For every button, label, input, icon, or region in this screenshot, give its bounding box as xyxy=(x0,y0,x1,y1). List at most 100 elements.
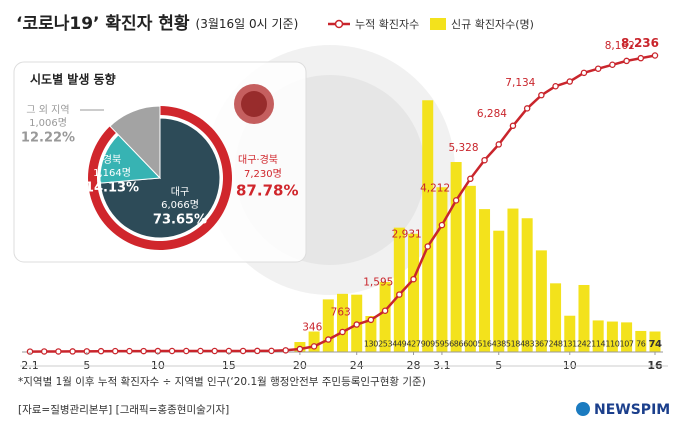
bar xyxy=(649,331,661,352)
line-point xyxy=(651,52,659,59)
line-point xyxy=(126,347,133,355)
line-value-label: 4,212 xyxy=(420,182,450,194)
bar xyxy=(337,293,348,352)
line-point xyxy=(367,316,375,324)
bar-value-label: 595 xyxy=(435,340,449,349)
line-point xyxy=(168,347,176,355)
bar-value-label: 76 xyxy=(636,340,646,349)
bar-value-label: 686 xyxy=(449,340,463,349)
slice-name: 대구 xyxy=(171,186,189,198)
title: ‘코로나19’ 확진자 현황 (3월16일 0시 기준) xyxy=(16,14,298,34)
line-point xyxy=(353,321,360,328)
bar-value-label: 449 xyxy=(392,340,406,349)
line-value-label: 7,134 xyxy=(505,77,535,89)
line-value-label: 8,236 xyxy=(621,36,659,50)
bar-value-label: 130 xyxy=(364,340,378,349)
line-point xyxy=(140,347,147,355)
logo: NEWSPIM xyxy=(594,402,670,418)
line-value-label: 6,284 xyxy=(477,108,507,120)
inset-title: 시도별 발생 동향 xyxy=(30,72,116,87)
bar-value-label: 516 xyxy=(478,340,492,349)
line-value-label: 5,328 xyxy=(448,142,478,154)
line-point xyxy=(452,197,460,204)
line-point xyxy=(467,175,474,183)
logo-mark xyxy=(576,402,590,416)
legend-swatch xyxy=(430,18,446,30)
bar xyxy=(365,316,377,352)
bar-value-label: 74 xyxy=(648,339,662,350)
line-value-label: 2,931 xyxy=(392,228,422,240)
line-point xyxy=(239,347,247,355)
line-point xyxy=(637,54,645,62)
bar xyxy=(606,321,618,352)
bar xyxy=(464,185,476,352)
slice-count: 1,164명 xyxy=(93,167,131,179)
chart-subtitle: (3월16일 0시 기준) xyxy=(196,17,299,31)
bar xyxy=(436,187,448,352)
line-point xyxy=(523,105,531,112)
slice-value: 73.65% xyxy=(153,213,207,228)
bar xyxy=(635,330,647,352)
line-point xyxy=(325,336,332,343)
line-value-label: 346 xyxy=(302,322,322,334)
bar-value-label: 110 xyxy=(605,340,619,349)
bar xyxy=(408,233,420,352)
bar-value-label: 248 xyxy=(549,340,563,349)
bar-value-label: 427 xyxy=(406,340,420,349)
bar-value-label: 253 xyxy=(378,340,392,349)
plot: 130 253 449 427 909 595 686 600 516 438 518 483 367 2… xyxy=(21,36,663,372)
bar xyxy=(479,209,491,352)
line-point xyxy=(182,347,190,355)
line-value-label: 1,595 xyxy=(363,277,393,289)
slice-value: 14.13% xyxy=(85,181,139,196)
line-point xyxy=(580,69,588,77)
slice-count: 6,066명 xyxy=(161,199,199,211)
pie-slice xyxy=(109,105,161,180)
line-point xyxy=(268,347,275,355)
line-point xyxy=(538,91,545,99)
line-point xyxy=(410,275,417,283)
line-point xyxy=(396,291,403,298)
bar xyxy=(592,320,604,352)
footnote: *지역별 1월 이후 누적 확진자수 ÷ 지역별 인구(‘20.1월 행정안전부… xyxy=(18,375,426,388)
bar xyxy=(450,162,462,352)
group-value: 87.78% xyxy=(236,182,298,200)
group-count: 7,230명 xyxy=(244,168,282,180)
bar xyxy=(379,281,391,352)
bar-value-label: 438 xyxy=(492,340,506,349)
line-point xyxy=(495,141,502,148)
legend-label: 누적 확진자수 xyxy=(355,18,419,31)
line-value-label: 763 xyxy=(331,307,351,319)
slice-count: 1,006명 xyxy=(29,117,67,129)
line-point xyxy=(509,122,517,130)
line-point xyxy=(282,347,289,354)
slice-name: 그 외 지역 xyxy=(26,104,69,116)
line-point xyxy=(69,348,76,355)
line-point xyxy=(594,65,602,72)
bar xyxy=(322,299,334,352)
source: [자료=질병관리본부] [그래픽=홍종현미술기자] xyxy=(18,403,229,416)
line-point xyxy=(197,347,204,355)
line-point xyxy=(609,61,616,69)
line-point xyxy=(111,347,119,355)
legend-dot xyxy=(334,19,344,29)
line-point xyxy=(424,243,431,250)
bar-value-label: 367 xyxy=(534,340,548,349)
slice-name: 경북 xyxy=(103,153,121,166)
group-name: 대구·경북 xyxy=(238,153,278,166)
bar-value-label: 107 xyxy=(620,340,634,349)
pie: 대구6,066명 73.65% 경북1,164명 14.13% 그 외 지역1,006명… xyxy=(21,104,298,250)
line-point xyxy=(566,78,574,85)
bar-value-label: 114 xyxy=(591,340,605,349)
line-point xyxy=(97,347,105,355)
line-point xyxy=(481,156,488,164)
legend-label: 신규 확진자수(명) xyxy=(451,18,534,31)
bar xyxy=(521,218,533,352)
bar-value-label: 909 xyxy=(421,340,435,349)
line-point xyxy=(55,348,62,355)
bar-value-label: 242 xyxy=(577,340,591,349)
line-point xyxy=(623,57,630,65)
line-point xyxy=(310,343,318,350)
line-point xyxy=(339,328,346,336)
